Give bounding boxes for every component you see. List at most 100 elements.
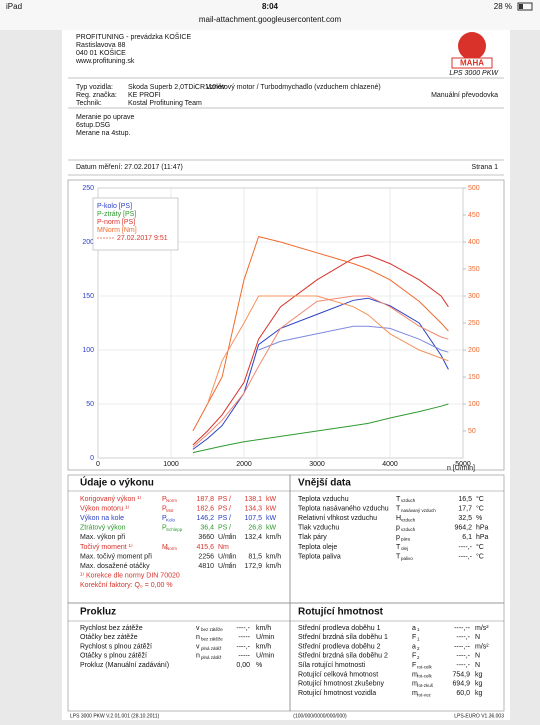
separator: / <box>229 496 231 503</box>
cell-v2: 132,4 <box>244 534 262 541</box>
cell-v: ----,- <box>458 544 472 551</box>
time: 8:04 <box>262 2 279 11</box>
legend-entry: P-kolo [PS] <box>97 203 132 210</box>
cell-sub: bez zátěže <box>201 627 223 632</box>
cell-label: Max. výkon při <box>80 534 126 541</box>
cell-u: °C <box>476 504 484 512</box>
y-tick-label: 50 <box>86 401 94 408</box>
cell-label: Střední prodleva doběhu 1 <box>298 625 381 632</box>
y-tick-label: 100 <box>82 347 94 354</box>
cell-v: 0,00 <box>236 662 250 669</box>
cell-sub: Schlepp <box>166 527 183 532</box>
y2-tick-label: 350 <box>468 266 480 273</box>
cell-label: Rotující celková hmotnost <box>298 671 378 678</box>
cell-label: Relativní vlhkost vzduchu <box>298 515 377 522</box>
y2-tick-label: 400 <box>468 239 480 246</box>
cell-u1: U/min <box>218 553 236 560</box>
cell-u2: km/h <box>266 563 281 570</box>
cell-sym: p <box>396 534 400 541</box>
cell-sub: vzduch <box>401 517 416 522</box>
separator: / <box>229 505 231 512</box>
logo-circle <box>458 32 486 60</box>
legend: P-kolo [PS]P-ztráty [PS]P-norm [PS]MNorm… <box>92 197 179 251</box>
cell-v: ----,- <box>458 553 472 560</box>
vehicle-value: Kostal Profituning Team <box>128 100 202 107</box>
cell-sym: m <box>412 690 418 697</box>
cell-sym: n <box>196 653 200 660</box>
cell-v1: 187,8 <box>196 496 214 503</box>
cell-label: Korigovaný výkon ¹⁾ <box>80 495 142 503</box>
cell-v2: 81,5 <box>248 553 262 560</box>
cell-v1: 2256 <box>198 553 214 560</box>
cell-sym: T <box>396 553 401 560</box>
cell-sym: m <box>412 681 418 688</box>
y2-tick-label: 500 <box>468 185 480 192</box>
cell-sub: vzduch <box>401 498 416 503</box>
cell-u2: kW <box>266 525 277 532</box>
logo-box <box>451 57 493 69</box>
section-title: Prokluz <box>80 607 116 618</box>
cell-sub: Norm <box>166 546 177 551</box>
separator: / <box>229 534 231 541</box>
vehicle-value: KE PROFI <box>128 92 161 99</box>
cell-sym: F <box>412 653 416 660</box>
cell-sub: Norm <box>166 498 177 503</box>
footer: (100/000/0000/000/000) <box>293 713 347 719</box>
cell-v: ----,- <box>456 634 470 641</box>
cell-sub: nasávaný vzduch <box>401 508 436 513</box>
cell-label: Tlak vzduchu <box>298 525 339 532</box>
device: iPad <box>6 2 22 11</box>
cell-v: 6,1 <box>462 534 472 541</box>
cell-label: Prokluz (Manuální zadávání) <box>80 662 169 669</box>
url[interactable]: mail-attachment.googleusercontent.com <box>199 15 342 24</box>
cell-sym: a <box>412 625 416 632</box>
cell-sym: T <box>396 544 401 551</box>
cell-v: 17,7 <box>458 505 472 512</box>
cell-sub: plná zátěž <box>201 655 222 660</box>
cell-u1: U/min <box>218 563 236 570</box>
cell-u: m/s² <box>475 643 489 650</box>
cell-u: % <box>256 662 262 669</box>
series-line <box>192 403 449 454</box>
cell-u: U/min <box>256 653 274 660</box>
legend-entry: P-ztráty [PS] <box>97 211 136 218</box>
logo: MAHA LPS 3000 PKW <box>449 32 499 77</box>
cell-u2: km/h <box>266 534 281 541</box>
cell-u: hPa <box>476 525 489 532</box>
cell-label: Teplota paliva <box>298 553 341 560</box>
cell-u1: U/min <box>218 534 236 541</box>
vehicle-label: Reg. značka: <box>76 92 117 99</box>
cell-v: ----- <box>238 653 250 660</box>
footer: LPS-EURO V1.36.003 <box>454 713 504 719</box>
cell-u1: Nm <box>218 544 229 551</box>
series-line <box>207 295 449 405</box>
cell-u1: PS <box>218 515 228 522</box>
cell-u: °C <box>476 543 484 551</box>
chart-frame <box>67 179 505 471</box>
cell-u: m/s² <box>475 625 489 632</box>
separator: / <box>229 563 231 570</box>
cell-v: 694,9 <box>452 681 470 688</box>
cell-u: % <box>476 515 482 522</box>
cell-label: Střední prodleva doběhu 2 <box>298 643 381 650</box>
cell-u1: PS <box>218 496 228 503</box>
cell-v1: 36,4 <box>200 525 214 532</box>
cell-sub: rot-zkuš <box>417 683 434 688</box>
logo-text: MAHA <box>460 59 484 68</box>
cell-sym: v <box>196 643 200 650</box>
cell-sym: T <box>396 505 401 512</box>
footer: LPS 3000 PKW V.2.01.001 (28.10.2011) <box>70 713 160 719</box>
cell-v: ----- <box>238 634 250 641</box>
y-tick-label: 150 <box>82 293 94 300</box>
cell-sym: P <box>162 496 167 503</box>
cell-u: km/h <box>256 625 271 632</box>
cell-u2: kW <box>266 515 277 522</box>
cell-v2: 134,3 <box>244 505 262 512</box>
cell-v2: 172,9 <box>244 563 262 570</box>
cell-v: 16,5 <box>458 496 472 503</box>
cell-sym: H <box>396 515 401 522</box>
cell-v1: 415,6 <box>196 544 214 551</box>
cell-label: Výkon motoru ¹⁾ <box>80 504 129 512</box>
y-tick-label: 0 <box>90 455 94 462</box>
cell-v: ----,- <box>456 653 470 660</box>
